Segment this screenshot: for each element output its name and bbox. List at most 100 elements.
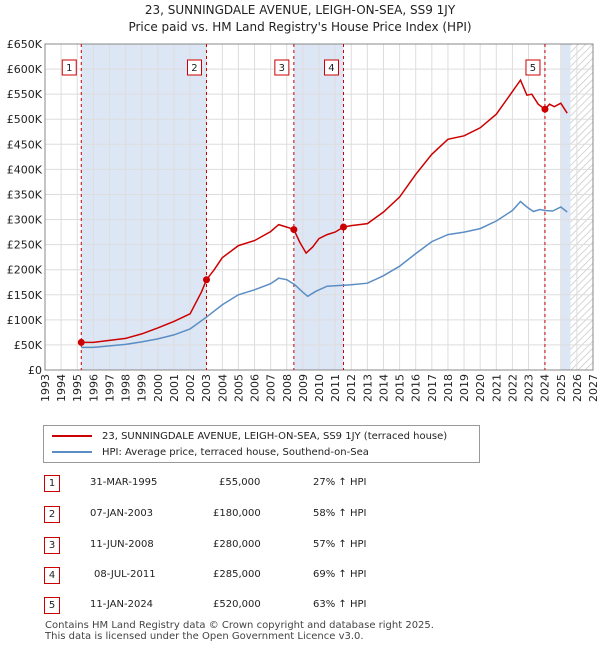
sale-label-box: [186, 59, 202, 76]
transaction-hpi: 69% ↑ HPI: [313, 569, 367, 580]
y-tick-label: £200K: [7, 264, 43, 277]
legend-item-hpi: HPI: Average price, terraced house, Sout…: [52, 444, 369, 460]
x-tick-label: 2021: [490, 374, 503, 402]
sale-point: [77, 338, 85, 346]
x-tick-label: 2022: [506, 374, 519, 402]
x-tick-label: 2026: [571, 374, 584, 402]
x-tick-label: 1995: [71, 374, 84, 402]
x-tick-label: 2001: [168, 374, 181, 402]
transaction-row: 1 31-MAR-1995 £55,000 27% ↑ HPI: [0, 475, 600, 493]
sale-label-box: [525, 59, 541, 76]
transaction-price: £55,000: [219, 477, 261, 488]
legend-swatch-hpi: [52, 451, 92, 453]
transaction-marker: 1: [44, 475, 60, 492]
sale-point: [541, 105, 549, 113]
x-tick-label: 2003: [200, 374, 213, 402]
y-tick-label: £0: [28, 364, 42, 377]
x-tick-label: 2004: [216, 374, 229, 402]
x-tick-label: 2016: [410, 374, 423, 402]
shaded-period: [81, 44, 207, 370]
legend-label-property: 23, SUNNINGDALE AVENUE, LEIGH-ON-SEA, SS…: [102, 430, 448, 442]
chart-subtitle: Price paid vs. HM Land Registry's House …: [128, 20, 472, 34]
transaction-marker: 2: [44, 506, 60, 523]
x-tick-label: 2007: [265, 374, 278, 402]
transaction-marker: 3: [44, 537, 60, 554]
transaction-price: £280,000: [213, 539, 261, 550]
y-tick-label: £350K: [7, 188, 43, 201]
transaction-price: £520,000: [213, 599, 261, 610]
transaction-row: 3 11-JUN-2008 £280,000 57% ↑ HPI: [0, 537, 600, 555]
x-tick-label: 1994: [55, 374, 68, 402]
sale-point: [339, 223, 347, 231]
sale-label-box: [61, 59, 77, 76]
y-tick-label: £450K: [7, 138, 43, 151]
x-tick-label: 2009: [297, 374, 310, 402]
transaction-row: 4 08-JUL-2011 £285,000 69% ↑ HPI: [0, 567, 600, 585]
legend-item-property: 23, SUNNINGDALE AVENUE, LEIGH-ON-SEA, SS…: [52, 428, 447, 444]
x-tick-label: 2015: [394, 374, 407, 402]
legend: 23, SUNNINGDALE AVENUE, LEIGH-ON-SEA, SS…: [43, 425, 480, 463]
y-tick-label: £100K: [7, 314, 43, 327]
sale-label: 5: [530, 63, 536, 74]
sale-label-box: [323, 59, 339, 76]
sale-label: 1: [66, 63, 72, 74]
x-tick-label: 1996: [87, 374, 100, 402]
x-tick-label: 1998: [120, 374, 133, 402]
y-tick-label: £500K: [7, 113, 43, 126]
x-tick-label: 2020: [474, 374, 487, 402]
shaded-period: [560, 44, 571, 370]
x-tick-label: 1999: [136, 374, 149, 402]
transaction-date: 31-MAR-1995: [90, 477, 158, 488]
transaction-price: £180,000: [213, 508, 261, 519]
x-tick-label: 2010: [313, 374, 326, 402]
plot-frame: [44, 43, 594, 371]
transaction-hpi: 57% ↑ HPI: [313, 539, 367, 550]
legend-swatch-property: [52, 435, 92, 437]
sale-label-box: [274, 59, 290, 76]
x-tick-label: 2005: [232, 374, 245, 402]
y-tick-label: £650K: [7, 38, 43, 51]
x-tick-label: 2027: [587, 374, 600, 402]
transaction-date: 11-JAN-2024: [90, 599, 154, 610]
hpi-line: [81, 200, 568, 349]
transaction-row: 2 07-JAN-2003 £180,000 58% ↑ HPI: [0, 506, 600, 524]
footer-license: This data is licensed under the Open Gov…: [45, 631, 364, 642]
transaction-hpi: 27% ↑ HPI: [313, 477, 367, 488]
transaction-date: 11-JUN-2008: [90, 539, 154, 550]
forecast-hatch: [570, 44, 593, 370]
footer-copyright: Contains HM Land Registry data © Crown c…: [45, 620, 434, 631]
y-tick-label: £600K: [7, 63, 43, 76]
x-tick-label: 1997: [103, 374, 116, 402]
transaction-marker: 4: [44, 567, 60, 584]
x-tick-label: 2018: [442, 374, 455, 402]
transaction-hpi: 63% ↑ HPI: [313, 599, 367, 610]
sale-label: 3: [279, 63, 285, 74]
x-tick-label: 2017: [426, 374, 439, 402]
x-tick-label: 2008: [281, 374, 294, 402]
property-price-line: [81, 78, 568, 344]
price-chart: 1 2 3 4 5 £0 £50K £100K £150K £200K £250K £300K £350…: [7, 38, 600, 402]
x-tick-label: 2002: [184, 374, 197, 402]
y-tick-label: £550K: [7, 88, 43, 101]
transaction-price: £285,000: [213, 569, 261, 580]
x-tick-label: 2013: [361, 374, 374, 402]
x-tick-label: 2019: [458, 374, 471, 402]
transaction-date: 08-JUL-2011: [94, 569, 156, 580]
y-tick-label: £250K: [7, 239, 43, 252]
y-tick-label: £300K: [7, 214, 43, 227]
x-tick-label: 2023: [523, 374, 536, 402]
transaction-date: 07-JAN-2003: [90, 508, 154, 519]
y-tick-label: £400K: [7, 163, 43, 176]
sale-label: 2: [191, 63, 197, 74]
transaction-hpi: 58% ↑ HPI: [313, 508, 367, 519]
chart-title: 23, SUNNINGDALE AVENUE, LEIGH-ON-SEA, SS…: [144, 3, 456, 17]
x-tick-label: 2025: [555, 374, 568, 402]
x-tick-label: 2024: [539, 374, 552, 402]
y-tick-label: £150K: [7, 289, 43, 302]
x-tick-label: 2006: [249, 374, 262, 402]
x-tick-label: 2011: [329, 374, 342, 402]
sale-label: 4: [328, 63, 334, 74]
transaction-row: 5 11-JAN-2024 £520,000 63% ↑ HPI: [0, 597, 600, 615]
x-tick-label: 2014: [377, 374, 390, 402]
y-tick-label: £50K: [14, 339, 43, 352]
